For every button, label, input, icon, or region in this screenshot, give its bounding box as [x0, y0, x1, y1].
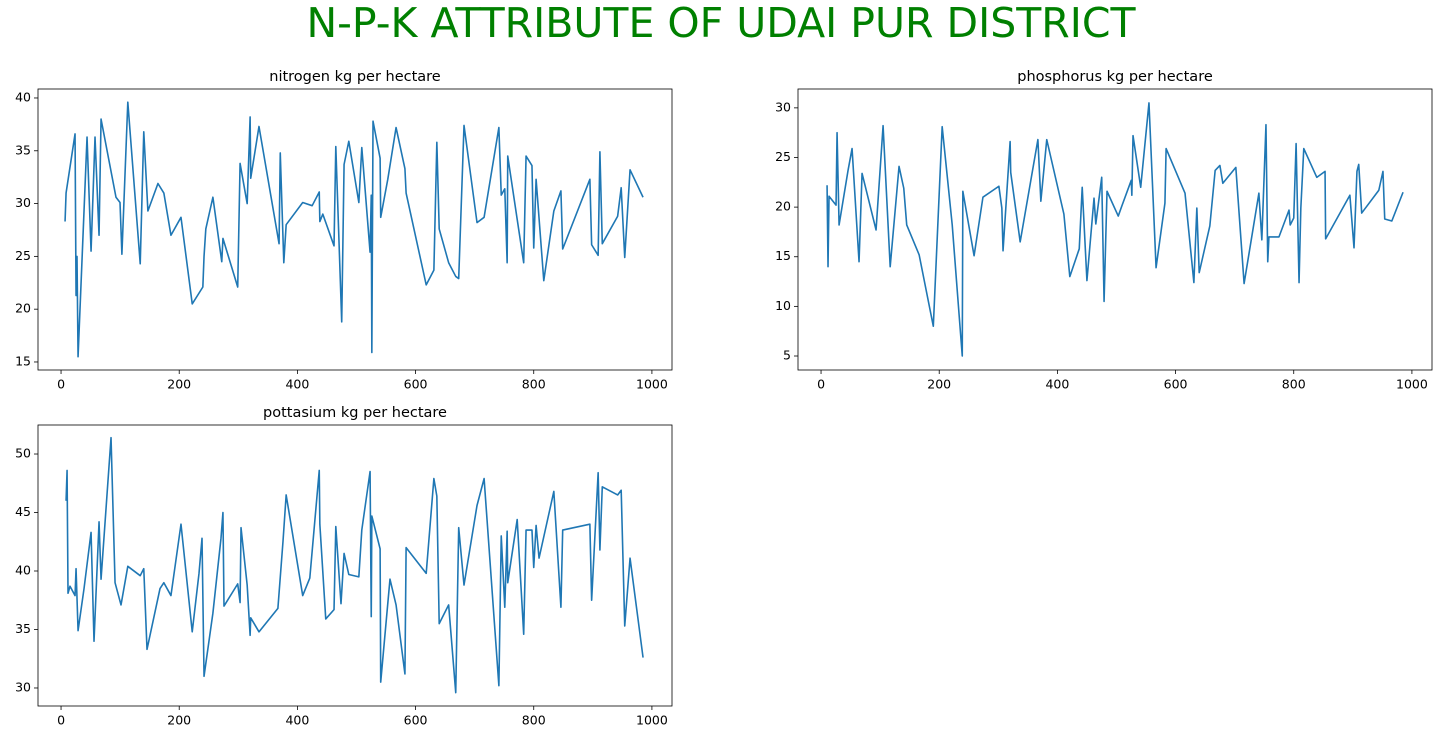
x-tick-label: 600 [1164, 377, 1188, 392]
y-tick-label: 10 [775, 298, 791, 313]
figure-title: N-P-K ATTRIBUTE OF UDAI PUR DISTRICT [306, 0, 1136, 47]
axes-frame [37, 88, 673, 371]
y-tick-label: 35 [15, 142, 31, 157]
x-tick-label: 200 [927, 377, 951, 392]
data-line [826, 102, 1404, 357]
x-tick-label: 400 [1045, 377, 1069, 392]
y-tick-label: 15 [775, 248, 791, 263]
y-tick-label: 15 [15, 353, 31, 368]
subplot-title: phosphorus kg per hectare [1017, 69, 1213, 85]
y-tick-label: 20 [775, 199, 791, 214]
subplot-title: pottasium kg per hectare [263, 405, 447, 421]
data-line [65, 436, 644, 694]
y-tick-label: 20 [15, 301, 31, 316]
data-line [64, 101, 644, 358]
x-tick-label: 200 [167, 377, 191, 392]
y-tick-label: 30 [15, 195, 31, 210]
y-tick-label: 40 [15, 562, 31, 577]
y-tick-label: 30 [15, 679, 31, 694]
x-tick-label: 1000 [636, 713, 668, 728]
subplot-title: nitrogen kg per hectare [269, 69, 441, 85]
x-tick-label: 600 [404, 377, 428, 392]
x-tick-label: 200 [167, 713, 191, 728]
x-tick-label: 0 [817, 377, 825, 392]
x-tick-label: 400 [285, 377, 309, 392]
y-tick-label: 30 [775, 99, 791, 114]
y-tick-label: 25 [775, 149, 791, 164]
y-tick-label: 25 [15, 248, 31, 263]
x-tick-label: 600 [404, 713, 428, 728]
y-tick-label: 45 [15, 504, 31, 519]
x-tick-label: 0 [57, 713, 65, 728]
y-tick-label: 40 [15, 89, 31, 104]
x-tick-label: 400 [285, 713, 309, 728]
x-tick-label: 1000 [1396, 377, 1428, 392]
axes-frame [37, 424, 673, 707]
y-tick-label: 35 [15, 621, 31, 636]
axes-frame [797, 88, 1433, 371]
x-tick-label: 800 [522, 713, 546, 728]
y-tick-label: 50 [15, 446, 31, 461]
y-tick-label: 5 [783, 348, 791, 363]
x-tick-label: 0 [57, 377, 65, 392]
x-tick-label: 800 [522, 377, 546, 392]
x-tick-label: 800 [1282, 377, 1306, 392]
x-tick-label: 1000 [636, 377, 668, 392]
